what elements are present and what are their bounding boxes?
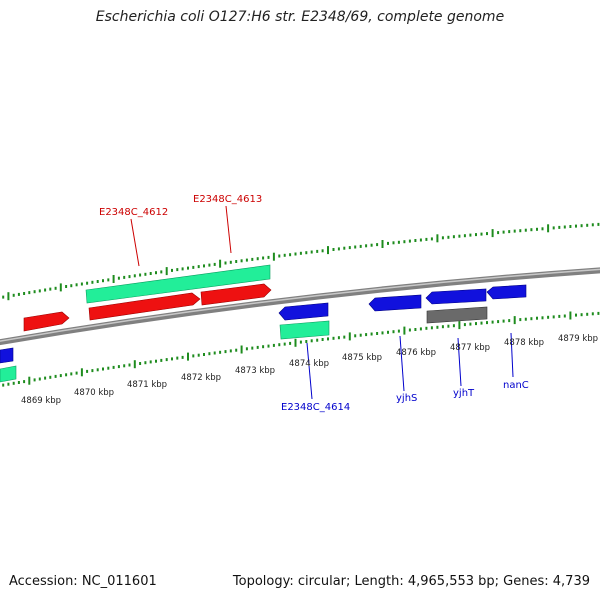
cds-feature-e2348c-4612[interactable] <box>88 292 201 321</box>
leader-e2348c-4612 <box>130 218 140 267</box>
cds-feature-left-edge[interactable] <box>0 347 14 364</box>
kbp-label: 4879 kbp <box>558 334 598 344</box>
cds-feature-yjhs[interactable] <box>368 294 422 312</box>
gene-label-nanc[interactable]: nanC <box>503 380 529 391</box>
feature-track <box>0 264 527 383</box>
genome-backbone <box>0 267 600 346</box>
kbp-label: 4875 kbp <box>342 353 382 363</box>
cds-feature-e2348c-4614[interactable] <box>278 302 329 321</box>
kbp-label: 4874 kbp <box>289 359 329 369</box>
cds-feature-e2348c-4613[interactable] <box>200 283 272 306</box>
kbp-label: 4876 kbp <box>396 348 436 358</box>
leader-yjhs <box>399 335 405 392</box>
cds-feature-yjht[interactable] <box>425 288 487 305</box>
kbp-label: 4872 kbp <box>181 373 221 383</box>
gene-label-yjhs[interactable]: yjhS <box>396 393 417 404</box>
leader-e2348c-4614 <box>306 342 313 400</box>
leader-e2348c-4613 <box>225 205 232 254</box>
kbp-label: 4873 kbp <box>235 366 275 376</box>
map-title: Escherichia coli O127:H6 str. E2348/69, … <box>95 9 505 25</box>
reverse-tick-row <box>2 311 600 387</box>
gene-feature-e2348c-4612-gene[interactable] <box>85 264 271 304</box>
genome-summary: Topology: circular; Length: 4,965,553 bp… <box>232 574 590 589</box>
kbp-label: 4878 kbp <box>504 338 544 348</box>
gene-label-yjht[interactable]: yjhT <box>453 388 475 399</box>
pseudogene-feature[interactable] <box>426 306 488 324</box>
genome-backbone-highlight <box>0 268 600 342</box>
accession-label: Accession: NC_011601 <box>9 574 157 589</box>
leader-nanc <box>510 332 514 378</box>
gene-feature-e2348c-4614-gene[interactable] <box>279 320 330 340</box>
gene-feature-left-edge[interactable] <box>0 365 17 383</box>
label-leader-lines <box>130 205 514 400</box>
gene-label-e2348c-4614[interactable]: E2348C_4614 <box>281 402 350 413</box>
kbp-scale-labels: 4869 kbp 4870 kbp 4871 kbp 4872 kbp 4873… <box>21 334 598 406</box>
forward-tick-row <box>2 222 600 301</box>
cds-feature-nanc[interactable] <box>486 284 527 300</box>
kbp-label: 4870 kbp <box>74 388 114 398</box>
leader-yjht <box>457 337 462 387</box>
cds-feature-left-partial[interactable] <box>23 311 70 332</box>
kbp-label: 4877 kbp <box>450 343 490 353</box>
kbp-label: 4869 kbp <box>21 396 61 406</box>
kbp-label: 4871 kbp <box>127 380 167 390</box>
gene-label-e2348c-4613[interactable]: E2348C_4613 <box>193 194 262 205</box>
gene-label-e2348c-4612[interactable]: E2348C_4612 <box>99 207 168 218</box>
